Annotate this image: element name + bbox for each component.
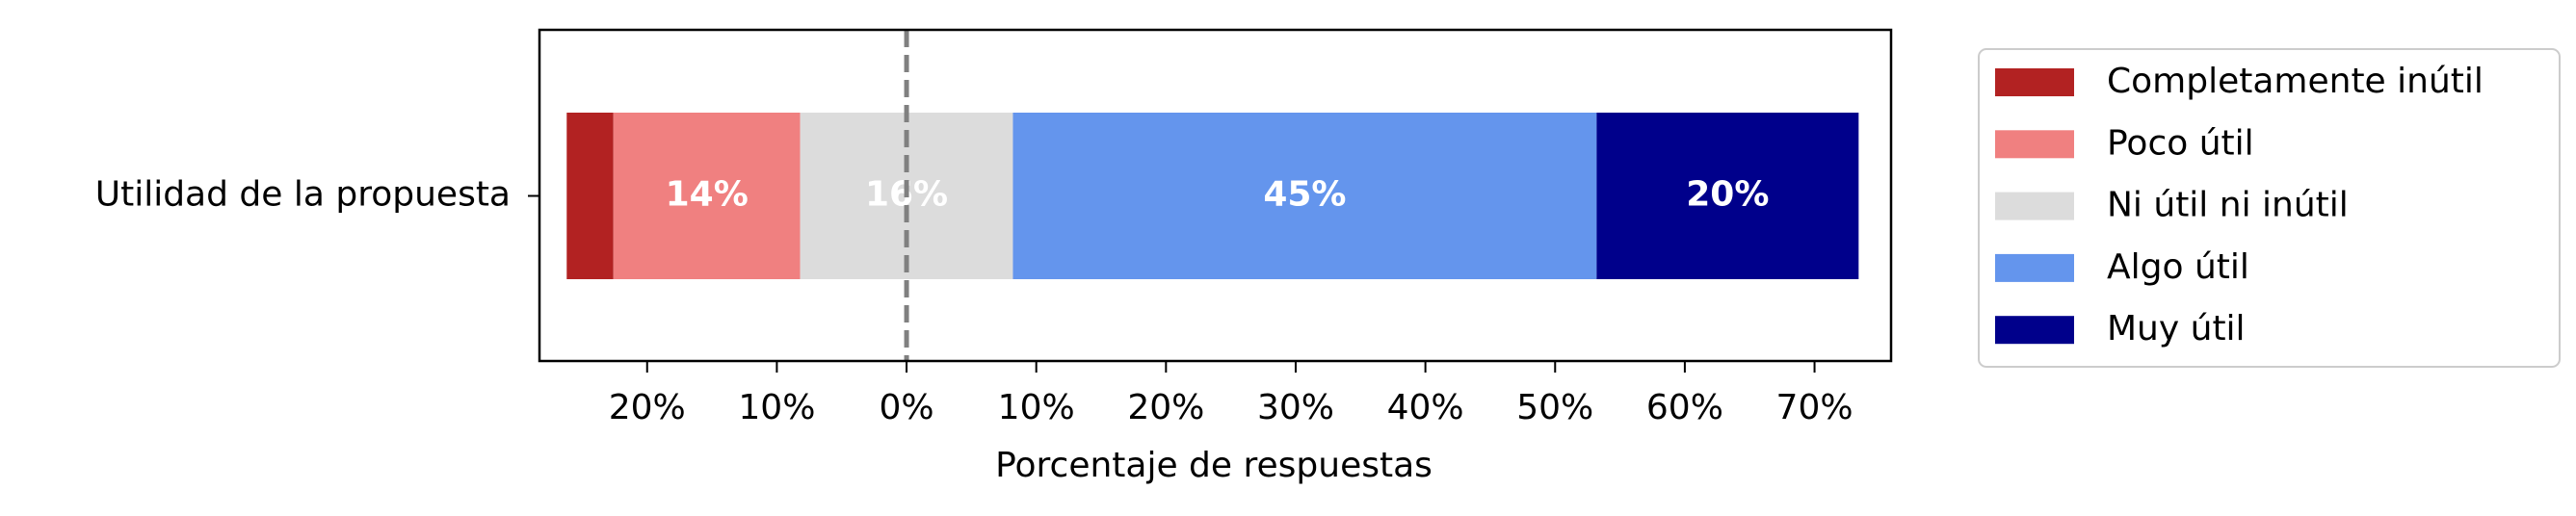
legend-swatch bbox=[1995, 130, 2074, 159]
legend-swatch bbox=[1995, 192, 2074, 220]
x-tick-label: 30% bbox=[1257, 388, 1334, 427]
x-tick-label: 10% bbox=[998, 388, 1075, 427]
legend-swatch bbox=[1995, 68, 2074, 96]
x-tick-label: 10% bbox=[738, 388, 815, 427]
legend-box bbox=[1978, 48, 2561, 368]
legend-label: Ni útil ni inútil bbox=[2107, 186, 2349, 225]
x-tick-label: 40% bbox=[1387, 388, 1464, 427]
legend-swatch bbox=[1995, 316, 2074, 345]
bar-segment bbox=[566, 113, 614, 279]
bar-segment bbox=[1596, 113, 1859, 279]
x-tick-label: 20% bbox=[609, 388, 686, 427]
x-tick-label: 50% bbox=[1516, 388, 1593, 427]
legend-label: Algo útil bbox=[2107, 247, 2249, 287]
legend-swatch bbox=[1995, 253, 2074, 282]
bar-segment bbox=[613, 113, 801, 279]
x-tick-label: 0% bbox=[879, 388, 933, 427]
legend-label: Muy útil bbox=[2107, 309, 2246, 348]
bar-segment bbox=[1012, 113, 1597, 279]
legend-label: Completamente inútil bbox=[2107, 62, 2484, 101]
x-tick-label: 70% bbox=[1776, 388, 1853, 427]
x-tick-label: 20% bbox=[1127, 388, 1204, 427]
value-label: 45% bbox=[1263, 175, 1346, 215]
value-label: 14% bbox=[666, 175, 749, 215]
value-label: 20% bbox=[1686, 175, 1769, 215]
legend-label: Poco útil bbox=[2107, 123, 2254, 163]
x-tick-label: 60% bbox=[1646, 388, 1723, 427]
y-tick-label: Utilidad de la propuesta bbox=[95, 175, 511, 215]
plot-frame bbox=[538, 28, 1893, 363]
x-axis-label: Porcentaje de respuestas bbox=[995, 446, 1433, 485]
